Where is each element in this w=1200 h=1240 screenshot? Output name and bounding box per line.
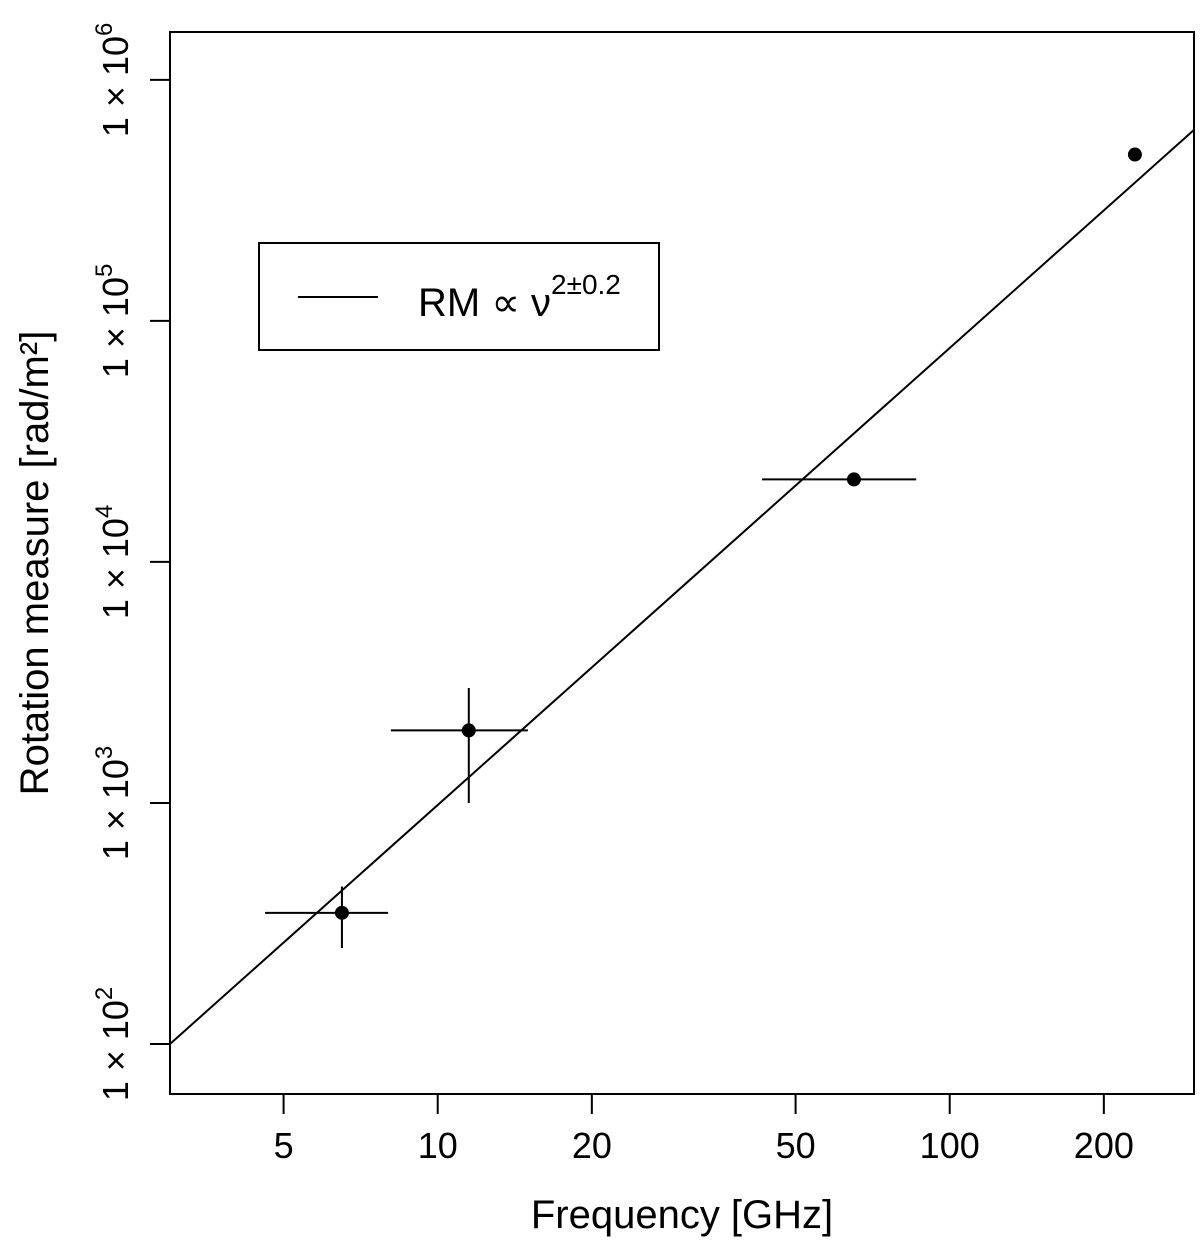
x-tick-label: 100 (920, 1125, 980, 1166)
plot-frame (169, 31, 1195, 1095)
y-tick-mantissa: 1 × 10 (95, 759, 136, 860)
y-tick-exponent: 6 (91, 23, 118, 36)
data-point-group-3 (762, 472, 917, 487)
x-tick-label: 20 (572, 1125, 612, 1166)
y-tick-label: 1 × 104 (91, 505, 136, 619)
y-tick-label: 1 × 102 (91, 987, 136, 1101)
y-tick-exponent: 5 (91, 264, 118, 277)
x-tick-label: 200 (1074, 1125, 1134, 1166)
fit-line-layer (169, 129, 1195, 1045)
legend-label-main: RM ∝ ν (418, 281, 551, 325)
data-points-layer (265, 147, 1142, 949)
data-point (1127, 147, 1142, 162)
y-tick-mantissa: 1 × 10 (95, 36, 136, 137)
x-tick-label: 10 (418, 1125, 458, 1166)
y-tick-mantissa: 1 × 10 (95, 518, 136, 619)
y-tick-exponent: 4 (91, 505, 118, 518)
x-axis-label: Frequency [GHz] (531, 1193, 833, 1237)
x-tick-label: 50 (776, 1125, 816, 1166)
data-point (334, 905, 349, 920)
data-point (846, 472, 861, 487)
y-tick-mantissa: 1 × 10 (95, 277, 136, 378)
y-tick-label: 1 × 105 (91, 264, 136, 378)
y-tick-exponent: 2 (91, 987, 118, 1000)
data-point-group-2 (390, 687, 528, 803)
legend-label: RM ∝ ν2±0.2 (418, 269, 621, 325)
x-tick-label: 5 (274, 1125, 294, 1166)
fit-line (169, 129, 1195, 1045)
y-axis-label: Rotation measure [rad/m²] (13, 331, 57, 796)
y-tick-label: 1 × 106 (91, 23, 136, 137)
y-tick-label: 1 × 103 (91, 746, 136, 860)
legend: RM ∝ ν2±0.2 (258, 242, 660, 351)
data-point-group-4 (1127, 147, 1142, 162)
data-point (461, 723, 476, 738)
legend-label-exponent: 2±0.2 (551, 269, 621, 300)
y-tick-exponent: 3 (91, 746, 118, 759)
data-point-group-1 (265, 886, 389, 949)
x-axis-ticks: 5 10 20 50 100 200 (274, 1094, 1134, 1166)
y-tick-mantissa: 1 × 10 (95, 1000, 136, 1101)
